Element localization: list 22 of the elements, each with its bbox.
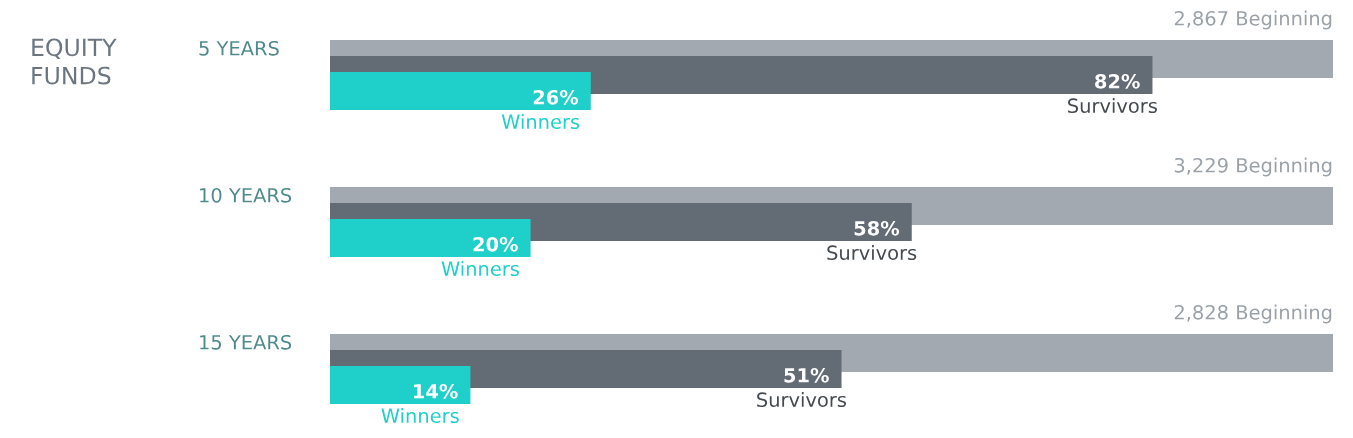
bar bbox=[330, 72, 591, 110]
data-label: 82% bbox=[1095, 73, 1140, 89]
text: Survivors bbox=[757, 392, 847, 408]
text: EQUITY FUNDS bbox=[32, 38, 117, 85]
y-tick-label: 15 YEARS bbox=[200, 334, 292, 350]
data-label: 20% bbox=[473, 236, 518, 252]
series-label: Survivors bbox=[1068, 98, 1157, 114]
series-label: Winners bbox=[501, 114, 580, 130]
data-label: 26% bbox=[533, 89, 579, 105]
y-tick-label: 10 YEARS bbox=[200, 187, 292, 203]
annotation: 3,229 Beginning bbox=[1174, 157, 1332, 177]
bar bbox=[330, 219, 531, 257]
text: Survivors bbox=[827, 245, 917, 261]
annotation: 2,867 Beginning bbox=[1174, 10, 1332, 30]
data-label: 58% bbox=[854, 220, 900, 236]
text: Winners bbox=[381, 408, 459, 424]
annotation: 2,828 Beginning bbox=[1174, 304, 1332, 324]
data-label: 51% bbox=[784, 367, 829, 383]
text: Winners bbox=[441, 261, 519, 277]
bar bbox=[330, 366, 471, 404]
y-tick-label: 5 YEARS bbox=[199, 40, 279, 56]
data-label: 14% bbox=[414, 383, 458, 399]
